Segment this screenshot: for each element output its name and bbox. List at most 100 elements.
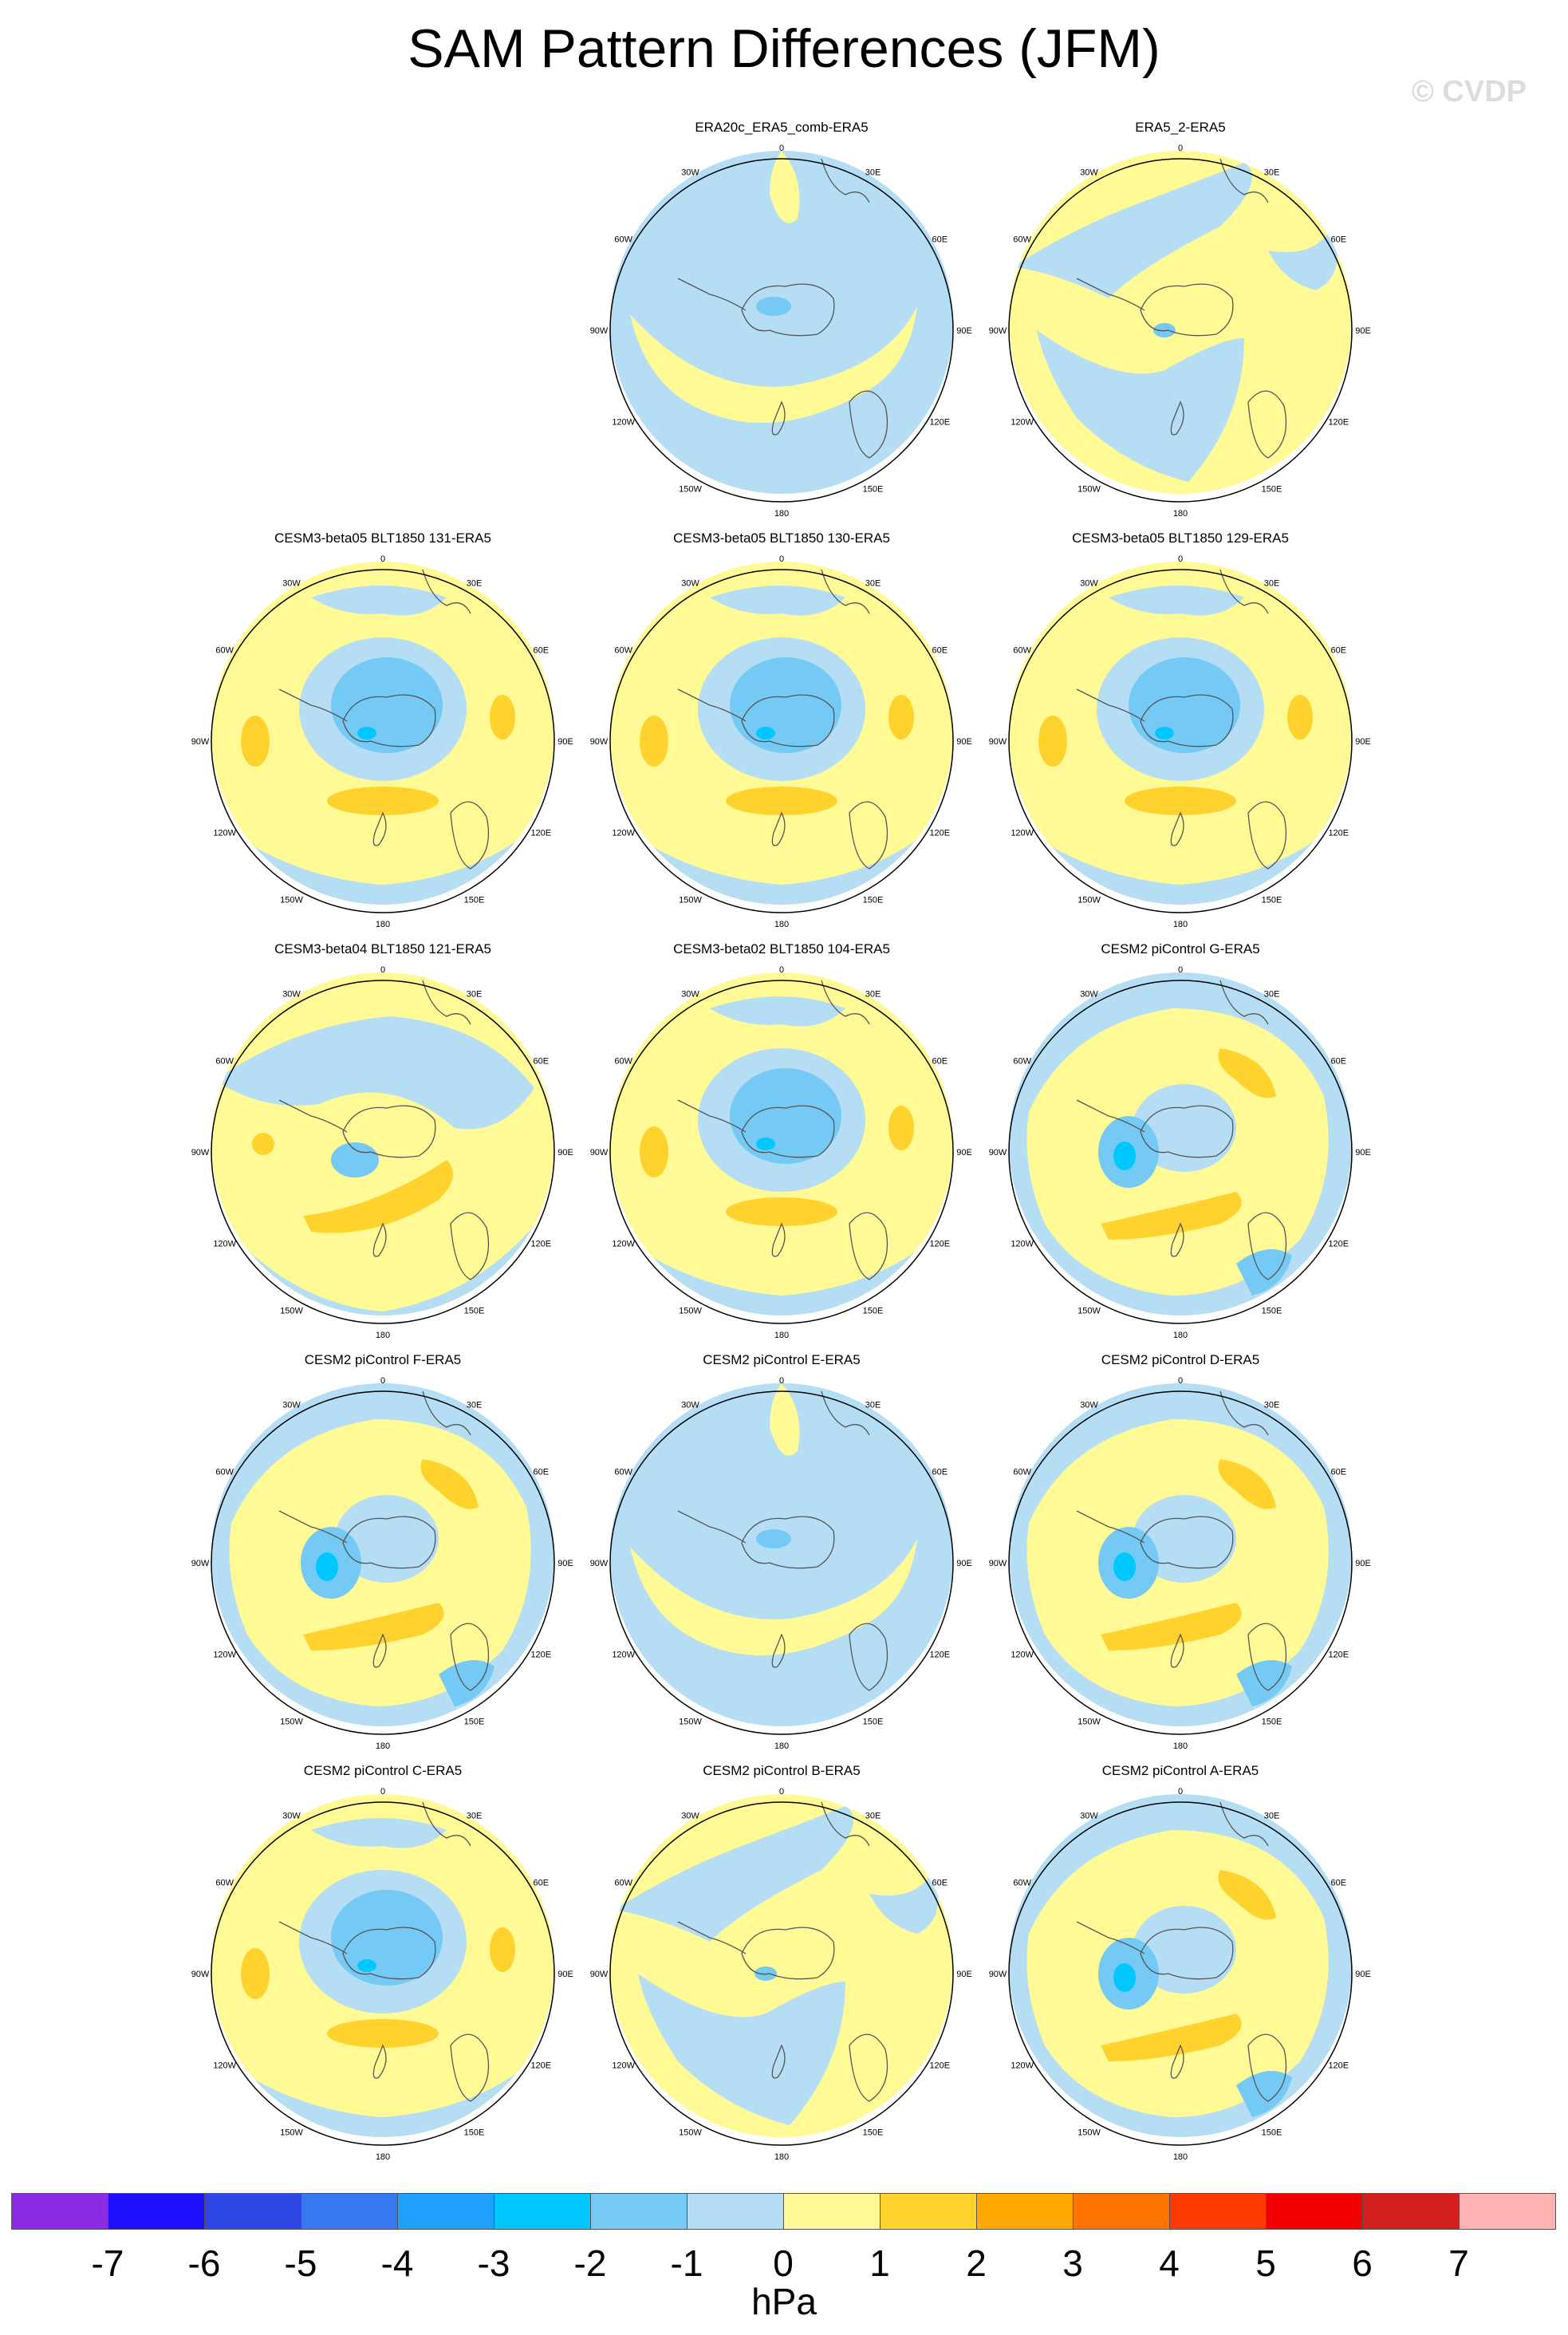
longitude-label: 90E — [1355, 1148, 1371, 1158]
contour-fill — [610, 1794, 953, 2137]
panel-title: CESM3-beta02 BLT1850 104-ERA5 — [673, 941, 890, 956]
longitude-label: 60W — [614, 646, 632, 656]
map-panel: CESM3-beta05 BLT1850 130-ERA5 0 30E 60E 90E… — [582, 531, 981, 929]
longitude-label: 90W — [191, 1559, 210, 1568]
longitude-label: 90W — [590, 737, 609, 747]
longitude-label: 150W — [280, 895, 303, 905]
polar-map: 0 30E 60E 90E 120E 150E 180 150W 120W 90W 60W 30W — [191, 1376, 573, 1751]
colorbar-swatch — [783, 2193, 881, 2230]
colorbar-swatch — [590, 2193, 687, 2230]
contour-fill — [211, 1794, 554, 2137]
longitude-label: 150E — [863, 484, 884, 494]
longitude-label: 30E — [865, 579, 881, 589]
longitude-label: 90W — [191, 737, 210, 747]
longitude-label: 30E — [865, 168, 881, 178]
longitude-label: 180 — [774, 1331, 789, 1340]
antarctica-outline — [677, 1801, 888, 2102]
colorbar-label: 6 — [1352, 2242, 1373, 2284]
map-panel: CESM3-beta04 BLT1850 121-ERA5 0 30E 60E 90E… — [183, 941, 582, 1340]
longitude-label: 90E — [557, 1559, 573, 1568]
panel-title: ERA20c_ERA5_comb-ERA5 — [695, 120, 869, 135]
antarctica-outline — [1076, 158, 1287, 459]
map-panel: CESM2 piControl B-ERA5 0 30E 60E 90E 120E 150… — [582, 1763, 981, 2162]
polar-map: 0 30E 60E 90E 120E 150E 180 150W 120W 90W 60W 30W — [989, 144, 1371, 519]
map-panel: CESM3-beta05 BLT1850 129-ERA5 0 30E 60E 90E… — [981, 531, 1380, 929]
page-title: SAM Pattern Differences (JFM) — [408, 18, 1160, 79]
map-panel: CESM3-beta02 BLT1850 104-ERA5 0 30E 60E 90E… — [582, 941, 981, 1340]
longitude-label: 90E — [1355, 737, 1371, 747]
longitude-label: 30W — [681, 168, 699, 178]
colorbar-swatch — [301, 2193, 398, 2230]
panel-title: CESM2 piControl D-ERA5 — [1101, 1352, 1260, 1367]
longitude-label: 60E — [534, 1057, 550, 1067]
longitude-label: 150W — [679, 895, 702, 905]
longitude-label: 150W — [679, 1717, 702, 1726]
panel-title: CESM2 piControl G-ERA5 — [1101, 941, 1260, 956]
longitude-label: 120E — [929, 1240, 950, 1249]
polar-map: 0 30E 60E 90E 120E 150E 180 150W 120W 90W 60W 30W — [191, 554, 573, 929]
longitude-label: 90W — [989, 1148, 1007, 1158]
longitude-label: 90W — [989, 1559, 1007, 1568]
colorbar-swatch — [11, 2193, 108, 2230]
longitude-label: 30W — [1080, 168, 1098, 178]
antarctica-outline — [278, 1801, 490, 2102]
antarctica-outline — [278, 980, 490, 1280]
longitude-label: 60E — [1331, 1879, 1347, 1888]
contour-fill — [1009, 972, 1352, 1315]
map-panel: CESM2 piControl C-ERA5 0 30E 60E 90E 120E 150… — [183, 1763, 582, 2162]
panel-title: CESM2 piControl C-ERA5 — [303, 1763, 463, 1778]
longitude-label: 150E — [464, 1306, 485, 1315]
longitude-label: 60E — [1331, 1057, 1347, 1067]
longitude-label: 180 — [774, 1741, 789, 1751]
longitude-label: 150W — [280, 1717, 303, 1726]
colorbar-label: 4 — [1159, 2242, 1180, 2284]
colorbar-label: 5 — [1255, 2242, 1276, 2284]
longitude-label: 60E — [1331, 235, 1347, 245]
map-panel: CESM2 piControl A-ERA5 0 30E 60E 90E 120E 150… — [981, 1763, 1380, 2162]
longitude-label: 0 — [1178, 1787, 1183, 1797]
polar-map: 0 30E 60E 90E 120E 150E 180 150W 120W 90W 60W 30W — [191, 965, 573, 1340]
longitude-label: 120W — [1011, 1240, 1034, 1249]
longitude-label: 0 — [779, 1787, 784, 1797]
longitude-label: 60E — [932, 1468, 948, 1477]
longitude-label: 150E — [863, 895, 884, 905]
panel-title: CESM3-beta04 BLT1850 121-ERA5 — [274, 941, 491, 956]
longitude-label: 150W — [1078, 1717, 1101, 1726]
panel-title: CESM2 piControl A-ERA5 — [1101, 1763, 1259, 1778]
longitude-label: 90E — [557, 1148, 573, 1158]
longitude-label: 60W — [1013, 646, 1031, 656]
polar-map: 0 30E 60E 90E 120E 150E 180 150W 120W 90W 60W 30W — [989, 1787, 1371, 2162]
longitude-label: 120E — [1328, 2061, 1349, 2071]
panel-title: CESM2 piControl B-ERA5 — [703, 1763, 861, 1778]
longitude-label: 60W — [614, 235, 632, 245]
map-panel: CESM2 piControl G-ERA5 0 30E 60E 90E 120E 150… — [981, 941, 1380, 1340]
longitude-label: 120W — [213, 1240, 236, 1249]
panel-title: CESM2 piControl F-ERA5 — [304, 1352, 462, 1367]
longitude-label: 120E — [1328, 418, 1349, 428]
longitude-label: 150E — [863, 1306, 884, 1315]
longitude-label: 30E — [865, 990, 881, 1000]
longitude-label: 90W — [989, 737, 1007, 747]
longitude-label: 180 — [774, 2152, 789, 2162]
longitude-label: 30E — [1264, 1401, 1280, 1410]
colorbar-label: -3 — [477, 2242, 510, 2284]
colorbar-label: -4 — [380, 2242, 414, 2284]
longitude-label: 30E — [1264, 990, 1280, 1000]
longitude-label: 60E — [534, 646, 550, 656]
longitude-label: 30W — [282, 1812, 301, 1821]
colorbar-swatch — [976, 2193, 1074, 2230]
longitude-label: 120E — [530, 2061, 551, 2071]
longitude-label: 30E — [865, 1812, 881, 1821]
longitude-label: 150W — [280, 1306, 303, 1315]
polar-map: 0 30E 60E 90E 120E 150E 180 150W 120W 90W 60W 30W — [590, 1787, 972, 2162]
longitude-label: 120W — [612, 418, 635, 428]
colorbar-swatch — [1266, 2193, 1363, 2230]
colorbar-swatch — [1169, 2193, 1267, 2230]
longitude-label: 120E — [530, 1240, 551, 1249]
longitude-label: 150W — [1078, 2128, 1101, 2137]
colorbar-swatch — [687, 2193, 784, 2230]
longitude-label: 60W — [614, 1879, 632, 1888]
contour-fill — [610, 562, 953, 905]
antarctica-outline — [278, 569, 490, 870]
longitude-label: 60E — [534, 1879, 550, 1888]
